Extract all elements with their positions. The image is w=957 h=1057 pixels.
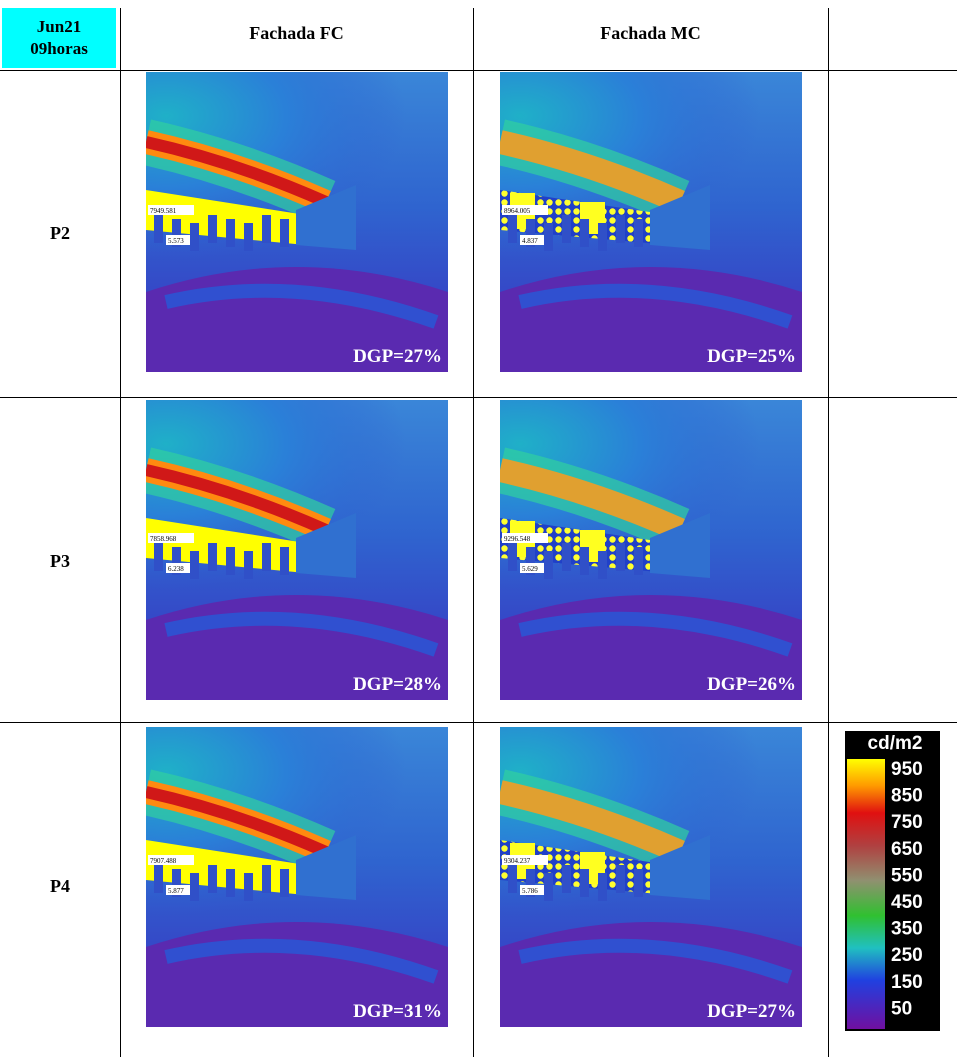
legend-tick: 850 xyxy=(891,786,923,807)
seat xyxy=(544,873,553,901)
reading: 7907.488 xyxy=(150,857,177,865)
seat xyxy=(190,873,199,901)
column-divider xyxy=(473,8,474,1057)
seat xyxy=(280,219,289,247)
seat xyxy=(280,869,289,897)
seat xyxy=(154,543,163,571)
legend-tick: 250 xyxy=(891,945,923,966)
luminance-image: 7949.581 5.573 DGP=27% xyxy=(146,72,448,372)
color-ramp xyxy=(847,759,885,1029)
seat xyxy=(244,873,253,901)
legend-tick: 350 xyxy=(891,919,923,940)
seat xyxy=(262,865,271,893)
column-divider xyxy=(120,8,121,1057)
column-header: Fachada MC xyxy=(473,18,828,48)
seat xyxy=(226,869,235,897)
reading: 9304.237 xyxy=(504,857,531,865)
reading: 5.573 xyxy=(168,237,184,245)
legend-scale: cd/m2 950 850 750 650 550 450 350 250 150 50 xyxy=(845,731,940,1031)
dgp-value: DGP=28% xyxy=(353,674,442,695)
row-label: P2 xyxy=(0,223,120,244)
legend-tick: 750 xyxy=(891,812,923,833)
luminance-image: 7907.488 5.877 DGP=31% xyxy=(146,727,448,1027)
seat xyxy=(280,547,289,575)
legend: cd/m2 950 850 750 650 550 450 350 250 150 50 xyxy=(845,731,940,1031)
seat xyxy=(562,215,571,243)
row-label: P4 xyxy=(0,876,120,897)
dgp-value: DGP=31% xyxy=(353,1001,442,1022)
seat xyxy=(208,543,217,571)
dgp-value: DGP=27% xyxy=(353,346,442,367)
seat xyxy=(508,865,517,893)
seat xyxy=(616,543,625,571)
seat xyxy=(244,223,253,251)
seat xyxy=(508,215,517,243)
dgp-value: DGP=27% xyxy=(707,1001,796,1022)
reading: 7949.581 xyxy=(150,207,177,215)
row-divider xyxy=(0,397,957,398)
reading: 7858.968 xyxy=(150,535,177,543)
seat xyxy=(580,869,589,897)
luminance-image: 8964.005 4.837 DGP=25% xyxy=(500,72,802,372)
seat xyxy=(508,543,517,571)
seat xyxy=(226,547,235,575)
corner-cell: Jun21 09horas xyxy=(2,8,116,68)
luminance-image: 7858.968 6.238 DGP=28% xyxy=(146,400,448,700)
reading: 5.786 xyxy=(522,887,538,895)
corner-hour: 09horas xyxy=(2,38,116,60)
seat xyxy=(598,223,607,251)
reading: 5.629 xyxy=(522,565,538,573)
seat xyxy=(562,865,571,893)
seat xyxy=(598,551,607,579)
luminance-image: 9296.548 5.629 DGP=26% xyxy=(500,400,802,700)
corner-date: Jun21 xyxy=(2,16,116,38)
seat xyxy=(262,215,271,243)
seat xyxy=(244,551,253,579)
seat xyxy=(262,543,271,571)
seat xyxy=(616,215,625,243)
reading: 9296.548 xyxy=(504,535,531,543)
seat xyxy=(616,865,625,893)
legend-unit: cd/m2 xyxy=(868,733,923,754)
seat xyxy=(634,219,643,247)
column-header: Fachada FC xyxy=(120,18,473,48)
reading: 4.837 xyxy=(522,237,538,245)
luminance-image: 9304.237 5.786 DGP=27% xyxy=(500,727,802,1027)
reading: 5.877 xyxy=(168,887,184,895)
legend-tick: 650 xyxy=(891,839,923,860)
dgp-value: DGP=25% xyxy=(707,346,796,367)
legend-tick: 550 xyxy=(891,865,923,886)
legend-tick: 50 xyxy=(891,998,912,1019)
reading: 8964.005 xyxy=(504,207,531,215)
row-divider xyxy=(0,722,957,723)
seat xyxy=(580,219,589,247)
seat xyxy=(154,865,163,893)
seat xyxy=(208,865,217,893)
seat xyxy=(154,215,163,243)
seat xyxy=(208,215,217,243)
seat xyxy=(634,869,643,897)
seat xyxy=(562,543,571,571)
row-label: P3 xyxy=(0,551,120,572)
legend-tick: 950 xyxy=(891,759,923,780)
legend-tick: 450 xyxy=(891,892,923,913)
seat xyxy=(190,551,199,579)
seat xyxy=(634,547,643,575)
row-divider xyxy=(0,70,957,71)
legend-tick: 150 xyxy=(891,972,923,993)
page: {"header": {"corner": ["Jun21", "09horas… xyxy=(0,0,957,1057)
seat xyxy=(598,873,607,901)
seat xyxy=(580,547,589,575)
seat xyxy=(190,223,199,251)
reading: 6.238 xyxy=(168,565,184,573)
seat xyxy=(226,219,235,247)
seat xyxy=(544,551,553,579)
dgp-value: DGP=26% xyxy=(707,674,796,695)
seat xyxy=(544,223,553,251)
column-divider xyxy=(828,8,829,1057)
